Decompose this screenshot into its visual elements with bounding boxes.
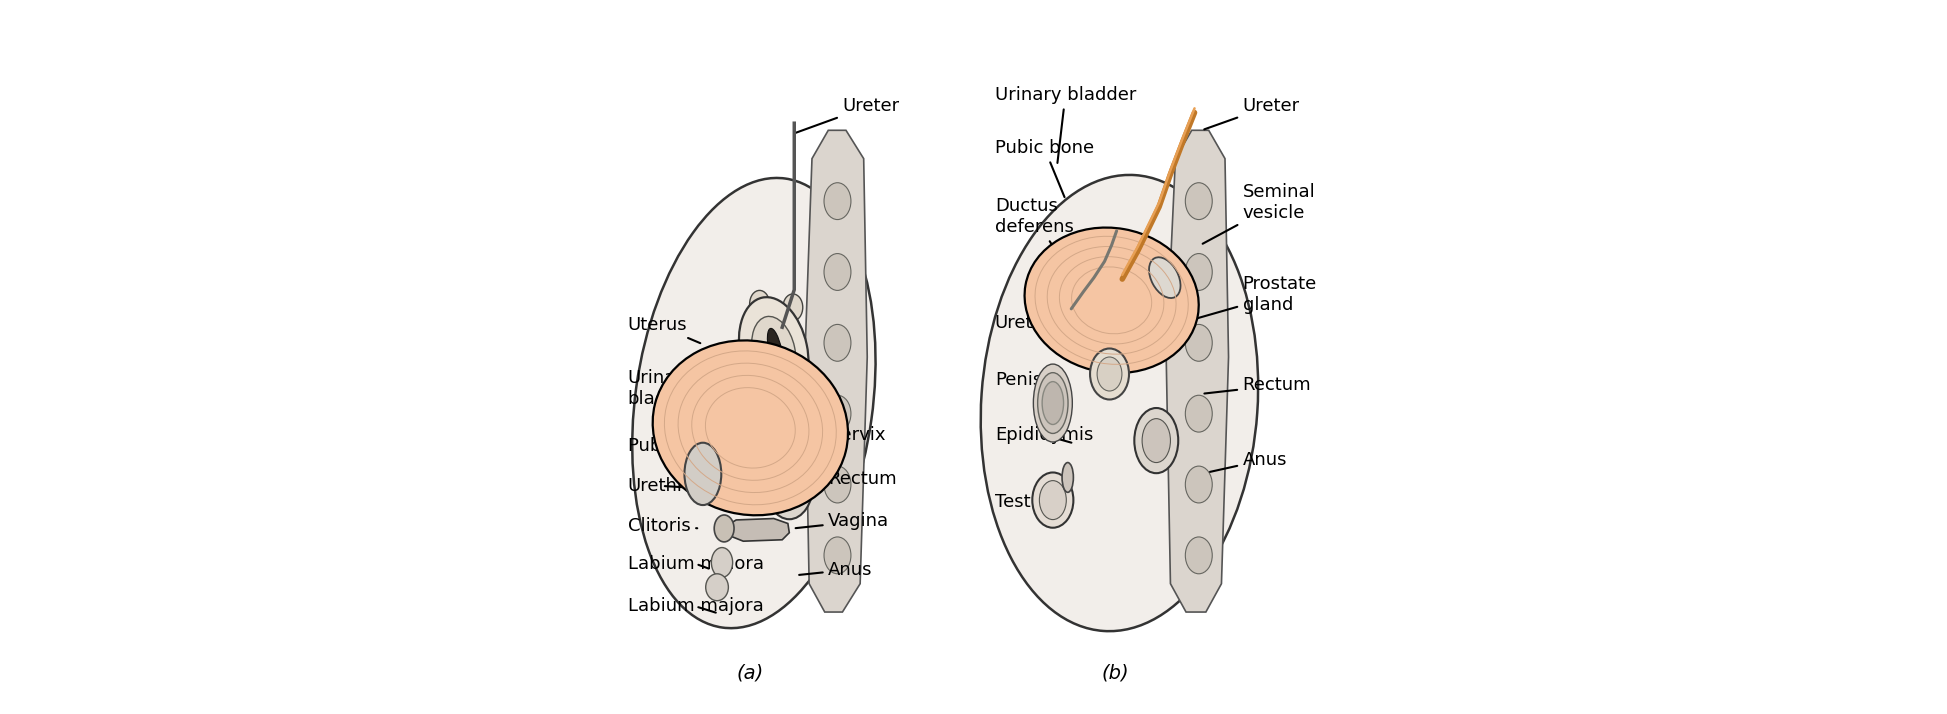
Ellipse shape — [824, 537, 851, 574]
Text: Seminal
vesicle: Seminal vesicle — [1203, 183, 1316, 243]
Ellipse shape — [783, 294, 802, 321]
Ellipse shape — [1186, 253, 1213, 291]
Text: Epididymis: Epididymis — [995, 426, 1092, 444]
Polygon shape — [1166, 130, 1229, 612]
Ellipse shape — [1040, 481, 1067, 520]
Ellipse shape — [633, 178, 876, 628]
Ellipse shape — [1038, 373, 1069, 433]
Ellipse shape — [824, 396, 851, 432]
Ellipse shape — [752, 316, 796, 386]
Text: Cervix: Cervix — [802, 426, 886, 444]
Text: Labium majora: Labium majora — [627, 598, 763, 615]
Text: Penis: Penis — [995, 371, 1063, 388]
Text: Pubic bone: Pubic bone — [995, 139, 1094, 197]
Ellipse shape — [1135, 408, 1178, 473]
Text: Urethra: Urethra — [995, 314, 1069, 338]
Text: Ureter: Ureter — [796, 96, 900, 133]
Ellipse shape — [1034, 364, 1073, 442]
Text: Rectum: Rectum — [802, 470, 898, 488]
Ellipse shape — [738, 297, 808, 406]
Ellipse shape — [1186, 466, 1213, 503]
Ellipse shape — [1149, 257, 1180, 298]
Ellipse shape — [824, 183, 851, 220]
Ellipse shape — [824, 466, 851, 503]
Text: Anus: Anus — [1209, 451, 1287, 472]
Text: Urinary bladder: Urinary bladder — [995, 86, 1137, 163]
Ellipse shape — [1186, 396, 1213, 432]
Ellipse shape — [1096, 357, 1121, 391]
Polygon shape — [804, 130, 866, 612]
Ellipse shape — [1186, 183, 1213, 220]
Ellipse shape — [765, 447, 814, 519]
Ellipse shape — [715, 515, 734, 542]
Ellipse shape — [705, 574, 728, 600]
Ellipse shape — [711, 548, 732, 578]
Text: Testis: Testis — [995, 493, 1047, 523]
Text: Rectum: Rectum — [1205, 376, 1312, 394]
Ellipse shape — [1186, 537, 1213, 574]
Text: Labium minora: Labium minora — [627, 555, 763, 573]
Ellipse shape — [1032, 473, 1073, 528]
Text: Urinary
bladder: Urinary bladder — [627, 369, 697, 408]
Text: Vagina: Vagina — [796, 513, 890, 531]
Text: Urethra: Urethra — [627, 477, 697, 495]
Ellipse shape — [981, 175, 1258, 631]
Text: Ureter: Ureter — [1205, 96, 1301, 129]
Ellipse shape — [1061, 463, 1073, 493]
Text: (a): (a) — [736, 664, 763, 683]
Ellipse shape — [1024, 228, 1199, 373]
Ellipse shape — [824, 253, 851, 291]
Text: Pubic bone: Pubic bone — [627, 436, 726, 455]
Text: (b): (b) — [1102, 664, 1129, 683]
Text: Uterus: Uterus — [627, 316, 701, 343]
Text: Prostate
gland: Prostate gland — [1195, 276, 1316, 318]
Ellipse shape — [1143, 418, 1170, 463]
Ellipse shape — [1042, 381, 1063, 425]
Ellipse shape — [767, 328, 783, 371]
Text: Anus: Anus — [798, 560, 872, 578]
Ellipse shape — [1090, 348, 1129, 400]
Ellipse shape — [685, 443, 720, 505]
Ellipse shape — [652, 341, 849, 516]
Ellipse shape — [773, 458, 806, 508]
Text: Ductus
deferens: Ductus deferens — [995, 197, 1073, 270]
Ellipse shape — [1186, 324, 1213, 361]
Ellipse shape — [750, 291, 769, 317]
Polygon shape — [726, 518, 789, 541]
Ellipse shape — [824, 324, 851, 361]
Text: Clitoris: Clitoris — [627, 517, 697, 535]
